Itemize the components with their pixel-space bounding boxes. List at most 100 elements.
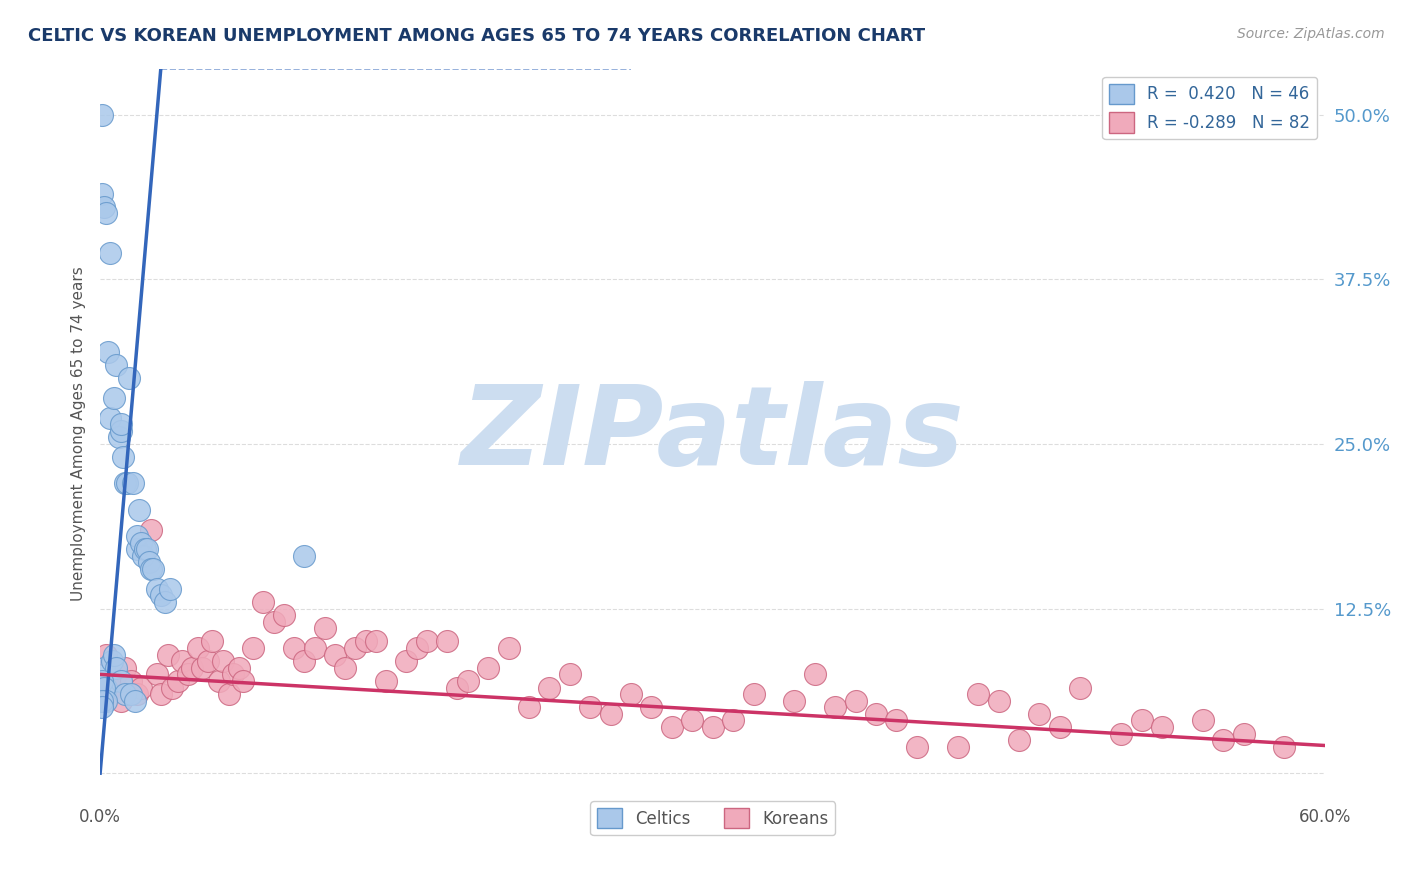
Point — [93, 661, 115, 675]
Point — [354, 634, 377, 648]
Point — [886, 714, 908, 728]
Point — [283, 641, 305, 656]
Point — [1212, 733, 1234, 747]
Point — [1028, 706, 1050, 721]
Point — [207, 673, 229, 688]
Point — [721, 714, 744, 728]
Point — [138, 556, 160, 570]
Point — [292, 549, 315, 563]
Point — [333, 661, 356, 675]
Legend: Celtics, Koreans: Celtics, Koreans — [591, 801, 835, 835]
Point — [125, 542, 148, 557]
Point — [110, 424, 132, 438]
Point — [1150, 720, 1173, 734]
Point — [97, 344, 120, 359]
Point — [105, 661, 128, 675]
Point — [146, 582, 169, 596]
Point — [98, 246, 121, 260]
Point — [1109, 726, 1132, 740]
Point — [292, 654, 315, 668]
Point — [166, 673, 188, 688]
Point — [323, 648, 346, 662]
Text: CELTIC VS KOREAN UNEMPLOYMENT AMONG AGES 65 TO 74 YEARS CORRELATION CHART: CELTIC VS KOREAN UNEMPLOYMENT AMONG AGES… — [28, 27, 925, 45]
Point — [136, 542, 159, 557]
Point — [702, 720, 724, 734]
Point — [1274, 739, 1296, 754]
Point — [242, 641, 264, 656]
Point — [105, 667, 128, 681]
Point — [93, 200, 115, 214]
Point — [228, 661, 250, 675]
Point — [110, 417, 132, 431]
Point — [446, 681, 468, 695]
Point — [118, 371, 141, 385]
Point — [1130, 714, 1153, 728]
Point — [1049, 720, 1071, 734]
Point — [987, 694, 1010, 708]
Point — [946, 739, 969, 754]
Point — [101, 654, 124, 668]
Point — [170, 654, 193, 668]
Point — [105, 358, 128, 372]
Point — [91, 694, 114, 708]
Point — [344, 641, 367, 656]
Point — [150, 588, 173, 602]
Point — [364, 634, 387, 648]
Point — [114, 476, 136, 491]
Point — [845, 694, 868, 708]
Point — [783, 694, 806, 708]
Point — [129, 535, 152, 549]
Point — [121, 476, 143, 491]
Point — [150, 687, 173, 701]
Point — [132, 549, 155, 563]
Point — [91, 186, 114, 201]
Point — [146, 667, 169, 681]
Point — [681, 714, 703, 728]
Point — [103, 648, 125, 662]
Point — [96, 694, 118, 708]
Point — [156, 648, 179, 662]
Point — [599, 706, 621, 721]
Point — [304, 641, 326, 656]
Point — [232, 673, 254, 688]
Point — [1191, 714, 1213, 728]
Point — [115, 476, 138, 491]
Point — [538, 681, 561, 695]
Point — [405, 641, 427, 656]
Point — [114, 661, 136, 675]
Point — [273, 608, 295, 623]
Point — [187, 641, 209, 656]
Point — [197, 654, 219, 668]
Point — [134, 542, 156, 557]
Point — [181, 661, 204, 675]
Point — [905, 739, 928, 754]
Point — [742, 687, 765, 701]
Point — [142, 562, 165, 576]
Point — [1069, 681, 1091, 695]
Point — [620, 687, 643, 701]
Point — [96, 648, 118, 662]
Point — [201, 634, 224, 648]
Point — [114, 687, 136, 701]
Point — [218, 687, 240, 701]
Point — [640, 700, 662, 714]
Point — [111, 450, 134, 464]
Point — [211, 654, 233, 668]
Point — [160, 681, 183, 695]
Point — [865, 706, 887, 721]
Point — [91, 107, 114, 121]
Point — [967, 687, 990, 701]
Point — [96, 681, 118, 695]
Point — [96, 206, 118, 220]
Point — [120, 687, 142, 701]
Point — [129, 681, 152, 695]
Point — [375, 673, 398, 688]
Point — [1008, 733, 1031, 747]
Point — [120, 673, 142, 688]
Point — [804, 667, 827, 681]
Point — [125, 687, 148, 701]
Point — [824, 700, 846, 714]
Point — [517, 700, 540, 714]
Point — [91, 700, 114, 714]
Point — [579, 700, 602, 714]
